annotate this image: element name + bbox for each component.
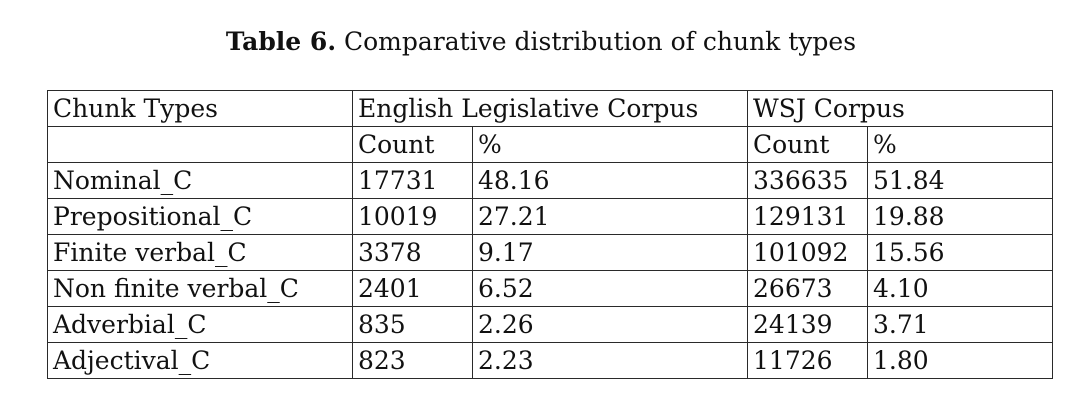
subheader-row: Count % Count % — [47, 126, 1054, 163]
row-elc-percent: 2.23 — [471, 342, 749, 379]
row-wsj-count: 24139 — [747, 306, 869, 343]
table-row: Non finite verbal_C 2401 6.52 26673 4.10 — [47, 270, 1054, 307]
row-elc-count: 10019 — [352, 198, 473, 235]
row-wsj-percent: 4.10 — [867, 270, 1054, 307]
row-chunk-type: Nominal_C — [47, 162, 353, 199]
header-row: Chunk Types English Legislative Corpus W… — [47, 90, 1054, 127]
row-chunk-type: Finite verbal_C — [47, 234, 353, 271]
row-chunk-type: Prepositional_C — [47, 198, 353, 235]
row-wsj-percent: 51.84 — [867, 162, 1054, 199]
table-row: Adverbial_C 835 2.26 24139 3.71 — [47, 306, 1054, 343]
row-wsj-count: 101092 — [747, 234, 869, 271]
row-wsj-percent: 1.80 — [867, 342, 1054, 379]
header-english-legislative-corpus: English Legislative Corpus — [351, 90, 749, 127]
row-wsj-count: 11726 — [747, 342, 869, 379]
row-elc-count: 2401 — [352, 270, 473, 307]
row-wsj-count: 336635 — [747, 162, 869, 199]
table-row: Nominal_C 17731 48.16 336635 51.84 — [47, 162, 1054, 199]
subheader-elc-percent: % — [471, 126, 749, 163]
row-elc-percent: 2.26 — [471, 306, 749, 343]
row-elc-count: 835 — [352, 306, 473, 343]
row-chunk-type: Adverbial_C — [47, 306, 353, 343]
row-chunk-type: Non finite verbal_C — [47, 270, 353, 307]
chunk-distribution-table: Chunk Types English Legislative Corpus W… — [47, 90, 1054, 379]
subheader-empty-cell — [47, 126, 353, 163]
subheader-wsj-count: Count — [747, 126, 869, 163]
table-caption: Table 6. Comparative distribution of chu… — [0, 26, 1082, 58]
table-label: Table 6. — [225, 27, 337, 56]
row-elc-percent: 6.52 — [471, 270, 749, 307]
row-wsj-count: 129131 — [747, 198, 869, 235]
row-wsj-percent: 19.88 — [867, 198, 1054, 235]
row-wsj-count: 26673 — [747, 270, 869, 307]
row-elc-percent: 48.16 — [471, 162, 749, 199]
subheader-elc-count: Count — [352, 126, 473, 163]
row-wsj-percent: 15.56 — [867, 234, 1054, 271]
table-row: Finite verbal_C 3378 9.17 101092 15.56 — [47, 234, 1054, 271]
row-elc-count: 17731 — [352, 162, 473, 199]
row-wsj-percent: 3.71 — [867, 306, 1054, 343]
table-row: Adjectival_C 823 2.23 11726 1.80 — [47, 342, 1054, 379]
row-elc-percent: 27.21 — [471, 198, 749, 235]
row-elc-count: 823 — [352, 342, 473, 379]
table-caption-text: Comparative distribution of chunk types — [343, 27, 857, 56]
subheader-wsj-percent: % — [867, 126, 1054, 163]
table-row: Prepositional_C 10019 27.21 129131 19.88 — [47, 198, 1054, 235]
row-chunk-type: Adjectival_C — [47, 342, 353, 379]
header-wsj-corpus: WSJ Corpus — [747, 90, 1054, 127]
row-elc-percent: 9.17 — [471, 234, 749, 271]
header-chunk-types: Chunk Types — [47, 90, 353, 127]
row-elc-count: 3378 — [352, 234, 473, 271]
